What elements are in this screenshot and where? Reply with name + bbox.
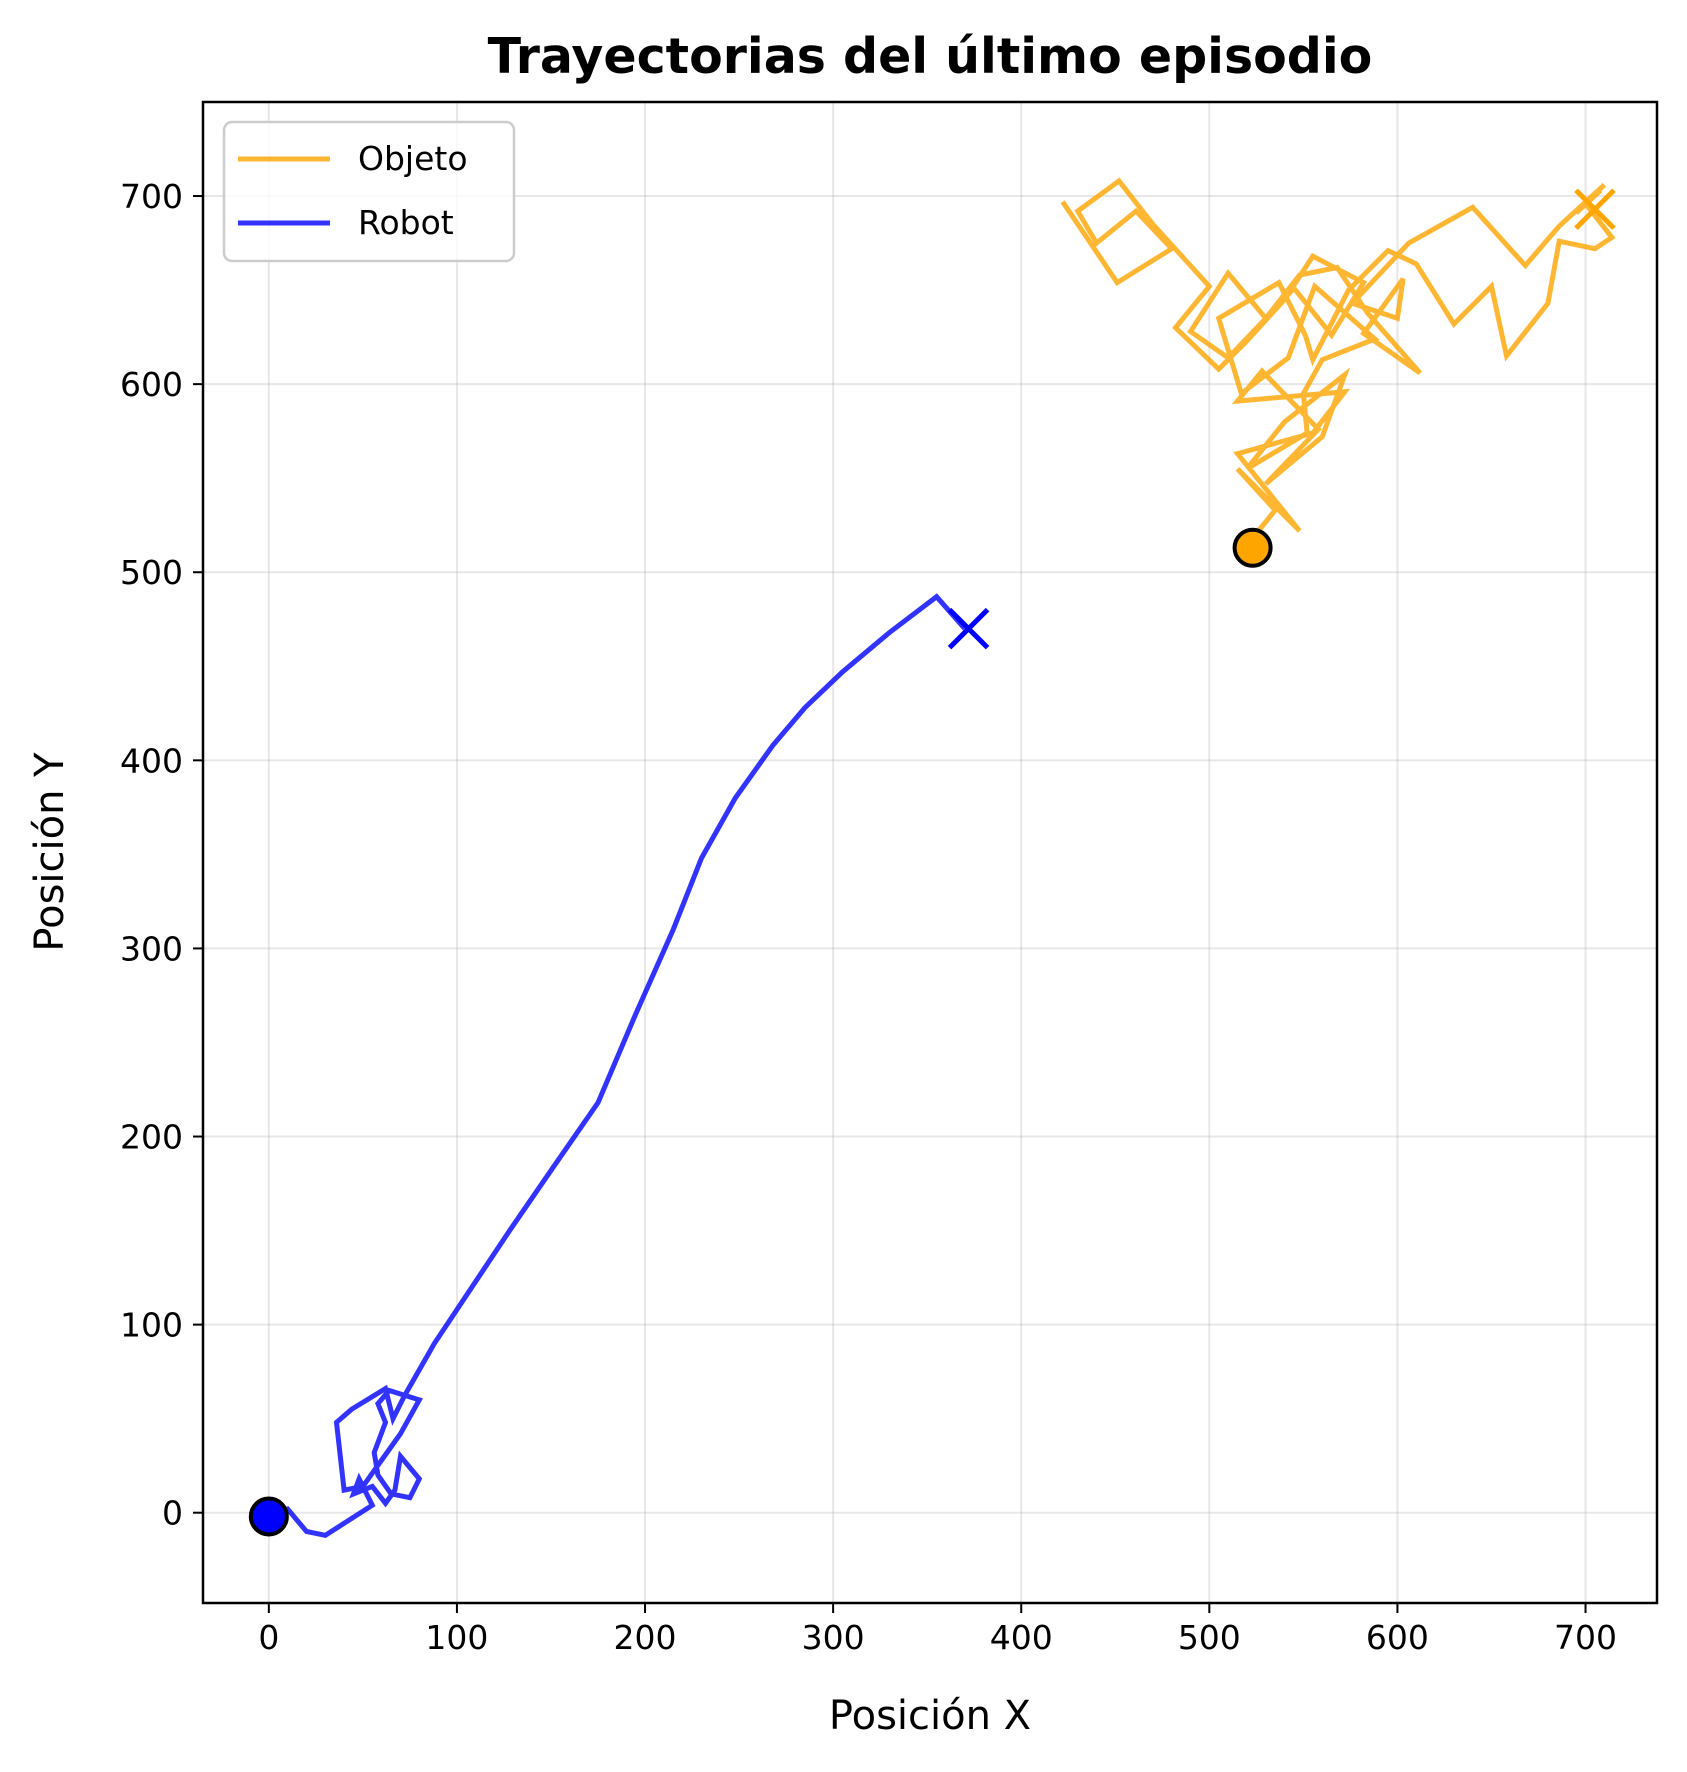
end-marker-objeto: [1574, 188, 1616, 230]
x-tick-label: 0: [258, 1618, 279, 1657]
y-tick-label: 700: [120, 177, 183, 216]
start-marker-robot: [248, 1496, 289, 1537]
y-axis-label: Posición Y: [27, 752, 73, 952]
marker-layer: [248, 188, 1616, 1537]
legend: Objeto Robot: [222, 120, 516, 263]
y-tick-label: 500: [120, 553, 183, 592]
end-marker-stroke: [1574, 188, 1616, 230]
x-tick-label: 100: [425, 1618, 488, 1657]
x-tick-label: 500: [1178, 1618, 1241, 1657]
x-tick-label: 700: [1554, 1618, 1617, 1657]
series-line-robot: [267, 593, 967, 1538]
y-tick-label: 400: [120, 741, 183, 780]
y-tick-label: 0: [162, 1494, 183, 1533]
chart-title: Trayectorias del último episodio: [488, 28, 1373, 85]
x-tick-label: 200: [614, 1618, 677, 1657]
y-tick-label: 600: [120, 365, 183, 404]
y-tick-label: 100: [120, 1306, 183, 1345]
legend-label-objeto: Objeto: [358, 139, 468, 178]
x-tick-label: 400: [990, 1618, 1053, 1657]
series-layer: [267, 177, 1616, 1538]
plot-frame: [201, 100, 1659, 1605]
end-marker-robot: [947, 607, 990, 650]
grid-layer: [203, 102, 1657, 1603]
tick-layer: 0 100 200 300 400 500 600 700 0 100 200 300 400 500 60…: [120, 177, 1617, 1657]
y-tick-label: 200: [120, 1118, 183, 1157]
y-tick-label: 300: [120, 929, 183, 968]
legend-label-robot: Robot: [358, 203, 454, 242]
x-tick-label: 300: [802, 1618, 865, 1657]
x-tick-label: 600: [1366, 1618, 1429, 1657]
start-marker-objeto: [1232, 527, 1273, 568]
x-axis-label: Posición X: [829, 1693, 1031, 1739]
series-line-objeto: [1060, 177, 1616, 542]
end-marker-stroke: [947, 607, 990, 650]
